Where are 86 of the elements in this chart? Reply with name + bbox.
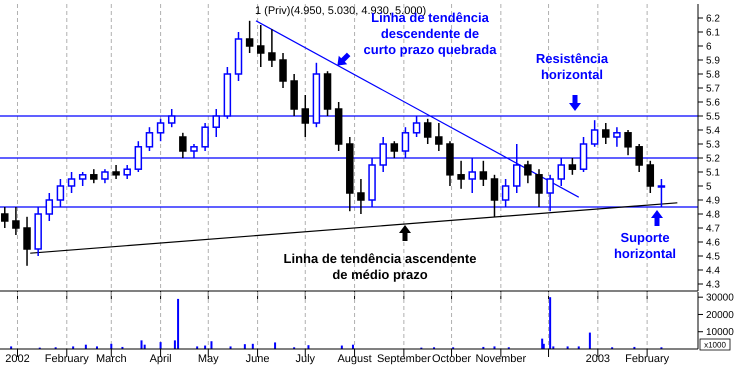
bar <box>307 345 310 349</box>
x-tick-label: August <box>337 353 372 365</box>
candlestick <box>602 122 610 145</box>
candlestick <box>257 24 265 68</box>
candlestick <box>78 171 86 187</box>
x-tick-label: March <box>96 353 127 365</box>
bar <box>84 344 87 349</box>
bar <box>160 342 162 349</box>
candlestick <box>201 122 209 152</box>
candlestick <box>101 168 109 184</box>
candlestick <box>68 171 76 194</box>
y-tick-label: 30000 <box>706 292 734 304</box>
candlestick <box>635 143 643 173</box>
candlestick <box>424 118 432 145</box>
bar <box>274 342 276 349</box>
y-tick-label: 4.5 <box>706 252 720 262</box>
x-tick-label: November <box>475 353 527 365</box>
bar <box>177 298 180 349</box>
x-tick-label: June <box>246 353 270 365</box>
bar <box>541 338 544 349</box>
y-tick-label: 5.8 <box>706 70 720 80</box>
candlestick <box>390 140 398 159</box>
candlestick <box>123 164 131 180</box>
y-tick-label: 4.4 <box>706 266 720 276</box>
y-tick-label: 5.9 <box>706 56 720 66</box>
bar <box>210 341 212 349</box>
y-tick-label: 4.7 <box>706 224 720 234</box>
annotation: Resistência horizontal <box>536 51 609 82</box>
x-tick-label: May <box>198 353 220 365</box>
candlestick <box>524 160 532 184</box>
bar <box>588 332 591 349</box>
candlestick <box>302 94 310 138</box>
candlestick <box>1 206 9 229</box>
x-tick-label: 2002 <box>5 353 30 365</box>
y-tick-label: 6.2 <box>706 14 720 24</box>
bar <box>140 340 143 349</box>
candlestick <box>357 178 365 215</box>
bar <box>244 344 246 349</box>
candlestick <box>246 20 254 54</box>
y-tick-label: 10000 <box>706 327 734 338</box>
candlestick <box>646 160 654 194</box>
candlestick <box>279 52 287 89</box>
y-tick-label: 5.4 <box>706 126 720 136</box>
x-tick-label: February <box>625 353 670 365</box>
candlestick <box>624 129 632 156</box>
x-tick-label: July <box>295 353 316 365</box>
bar <box>549 297 552 349</box>
bar <box>144 344 146 349</box>
candlestick <box>112 164 120 180</box>
y-tick-label: 4.8 <box>706 210 720 220</box>
x-tick-label: February <box>44 353 90 365</box>
candlestick <box>179 132 187 159</box>
candlestick <box>480 160 488 187</box>
annotation: Suporte horizontal <box>614 230 676 261</box>
candlestick <box>435 122 443 152</box>
candlestick <box>268 28 276 68</box>
x-tick-label: April <box>150 353 172 365</box>
y-tick-label: 20000 <box>706 310 734 321</box>
annotation: Linha de tendência ascendente de médio prazo <box>284 251 476 282</box>
candlestick <box>146 126 154 152</box>
y-tick-label: 5.3 <box>706 140 720 150</box>
y-tick-label: 6.1 <box>706 28 720 38</box>
x-tick-label: September <box>376 353 432 365</box>
candlestick <box>535 168 543 208</box>
y-tick-label: 4.9 <box>706 196 720 206</box>
candlestick <box>23 216 31 267</box>
candlestick <box>90 168 98 184</box>
x-tick-label: October <box>432 353 472 365</box>
y-tick-label: 5.7 <box>706 84 720 94</box>
x-tick-label: 2003 <box>586 353 610 365</box>
y-tick-label: 5.2 <box>706 154 720 164</box>
candlestick <box>568 157 576 176</box>
candlestick <box>613 126 621 148</box>
candlestick <box>12 206 20 236</box>
bar <box>352 344 354 349</box>
candlestick <box>156 118 164 142</box>
candlestick <box>590 119 598 148</box>
y-tick-label: 6 <box>706 42 712 52</box>
y-tick-label: 5 <box>706 182 712 192</box>
y-tick-label: 5.6 <box>706 98 720 108</box>
y-tick-label: 4.3 <box>706 280 720 290</box>
y-tick-label: 5.1 <box>706 168 720 178</box>
y-tick-label: 5.5 <box>706 112 720 122</box>
y-axis-title: x1000 <box>704 340 726 350</box>
candlestick <box>457 160 465 190</box>
y-tick-label: 4.6 <box>706 238 720 248</box>
